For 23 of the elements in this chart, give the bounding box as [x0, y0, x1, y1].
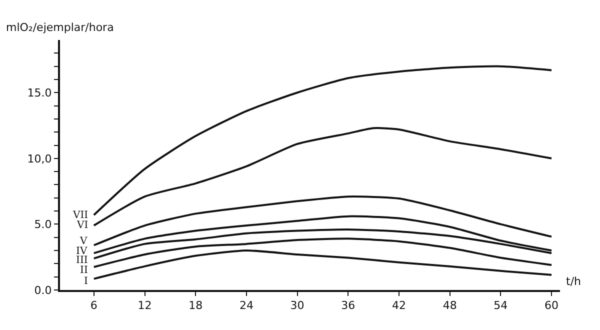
series-label: VI: [76, 220, 88, 231]
y-tick-label: 0.0: [34, 284, 52, 297]
series-label: V: [79, 236, 88, 247]
x-tick-label: 54: [494, 299, 508, 312]
x-tick-label: 18: [188, 299, 203, 312]
x-tick-label: 60: [544, 299, 559, 312]
series-label: II: [80, 265, 88, 276]
series-label: VII: [72, 210, 88, 221]
x-axis-title: t/h: [566, 275, 582, 288]
y-tick-label: 15.0: [27, 86, 52, 100]
x-tick-label: 12: [138, 299, 152, 312]
x-tick-label: 30: [290, 299, 304, 312]
y-axis-title: mlO₂/ejemplar/hora: [6, 21, 114, 34]
x-tick-label: 48: [442, 299, 457, 312]
x-tick-label: 42: [392, 299, 406, 312]
x-tick-label: 6: [90, 299, 98, 312]
x-tick-label: 36: [341, 299, 356, 312]
series-label: III: [76, 255, 88, 266]
y-tick-label: 5.0: [34, 218, 52, 232]
y-tick-label: 10,0: [27, 152, 52, 166]
series-label: IV: [76, 246, 88, 257]
series-label: I: [84, 276, 88, 287]
x-tick-label: 24: [239, 299, 254, 312]
